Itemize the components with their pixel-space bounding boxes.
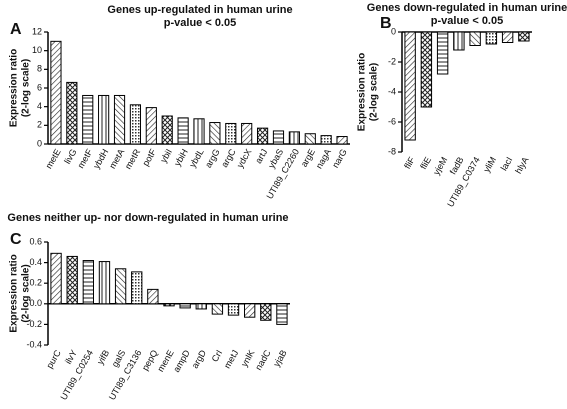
- y-axis-label: (2-log scale): [369, 63, 380, 121]
- y-axis-label: Expression ratio: [357, 53, 368, 131]
- bar: [163, 303, 175, 307]
- y-tick-label: 0.4: [29, 257, 42, 267]
- bar: [436, 31, 449, 75]
- bar: [114, 268, 127, 305]
- bar: [256, 127, 269, 145]
- y-tick-label: -0.2: [26, 319, 42, 329]
- y-tick-label: -0.4: [26, 339, 42, 349]
- x-tick-label: yjeM: [431, 155, 449, 176]
- bar: [469, 31, 481, 46]
- chart-title: Genes neither up- nor down-regulated in …: [7, 212, 288, 224]
- bar: [420, 31, 433, 108]
- y-tick-label: -4: [388, 86, 396, 96]
- y-tick-label: 6: [37, 82, 42, 92]
- bar: [177, 117, 189, 145]
- bar: [195, 303, 207, 310]
- bar: [241, 122, 253, 145]
- y-tick-label: 0.2: [29, 278, 42, 288]
- x-tick-label: metE: [44, 147, 63, 170]
- x-tick-label: ilvY: [63, 348, 79, 366]
- bar: [211, 303, 224, 315]
- x-tick-label: CrI: [210, 348, 225, 363]
- bar: [179, 303, 191, 309]
- bar: [82, 260, 94, 305]
- x-tick-label: ydcX: [235, 147, 254, 169]
- y-tick-label: 0.6: [29, 236, 42, 246]
- bar: [131, 271, 143, 305]
- x-tick-label: argG: [203, 147, 222, 169]
- x-tick-label: ampD: [171, 348, 192, 374]
- bar: [320, 135, 332, 145]
- bar: [244, 303, 256, 318]
- x-tick-label: ybiI: [158, 147, 174, 164]
- y-axis-label: (2-log scale): [21, 59, 32, 117]
- bar: [50, 252, 62, 305]
- chart-subtitle: p-value < 0.05: [164, 17, 236, 29]
- y-tick-label: 8: [37, 64, 42, 74]
- bar: [193, 118, 205, 145]
- x-tick-label: ybdH: [91, 147, 110, 170]
- y-tick-label: 0.0: [29, 298, 42, 308]
- bar: [453, 31, 465, 51]
- bar: [485, 31, 498, 45]
- x-tick-label: yliM: [482, 155, 499, 174]
- y-axis-label: Expression ratio: [9, 254, 20, 332]
- bar: [98, 94, 110, 145]
- bar: [82, 94, 94, 145]
- y-axis-label: (2-log scale): [21, 264, 32, 322]
- x-tick-label: fliF: [402, 155, 417, 171]
- y-tick-label: -8: [388, 146, 396, 156]
- bar: [518, 31, 530, 42]
- panel-label: A: [10, 21, 22, 38]
- x-tick-label: metR: [123, 147, 143, 171]
- y-tick-label: -6: [388, 116, 396, 126]
- chart-title: Genes up-regulated in human urine: [107, 4, 292, 16]
- bar: [227, 303, 240, 316]
- bar: [113, 94, 126, 145]
- bar: [225, 122, 237, 145]
- x-tick-label: nadC: [253, 348, 273, 372]
- y-tick-label: 0: [391, 26, 396, 36]
- x-tick-label: nagA: [314, 147, 333, 170]
- panel-label: C: [10, 231, 22, 248]
- bar: [145, 107, 157, 145]
- bar: [66, 255, 78, 305]
- bar: [404, 31, 416, 141]
- x-tick-label: argD: [190, 348, 209, 370]
- bar: [66, 81, 78, 145]
- y-tick-label: 2: [37, 120, 42, 130]
- bar: [304, 133, 316, 145]
- y-axis-label: Expression ratio: [9, 49, 20, 127]
- x-tick-label: potF: [140, 147, 158, 168]
- bar: [272, 130, 285, 145]
- bar: [129, 104, 142, 145]
- x-tick-label: metJ: [222, 348, 240, 370]
- x-tick-label: purC: [44, 348, 63, 370]
- bar: [288, 131, 300, 145]
- panel-label: B: [380, 15, 392, 32]
- x-tick-label: fliE: [418, 155, 433, 171]
- chart-subtitle: p-value < 0.05: [431, 15, 503, 27]
- bar: [209, 122, 221, 145]
- bar: [501, 31, 514, 43]
- bar: [260, 303, 272, 321]
- bar: [50, 40, 62, 145]
- x-tick-label: yjaB: [271, 348, 288, 368]
- y-tick-label: 4: [37, 101, 42, 111]
- bar: [336, 136, 348, 145]
- x-tick-label: narG: [330, 147, 349, 169]
- x-tick-label: lacI: [499, 155, 515, 172]
- y-tick-label: 12: [32, 26, 42, 36]
- y-tick-label: -2: [388, 56, 396, 66]
- bar: [276, 303, 288, 325]
- x-tick-label: ybdL: [187, 147, 205, 169]
- x-tick-label: hlyA: [513, 155, 530, 175]
- chart-title: Genes down-regulated in human urine: [367, 2, 567, 14]
- y-tick-label: 10: [32, 45, 42, 55]
- bar: [98, 261, 111, 305]
- bar: [161, 115, 173, 145]
- y-tick-label: 0: [37, 138, 42, 148]
- bar: [147, 288, 159, 305]
